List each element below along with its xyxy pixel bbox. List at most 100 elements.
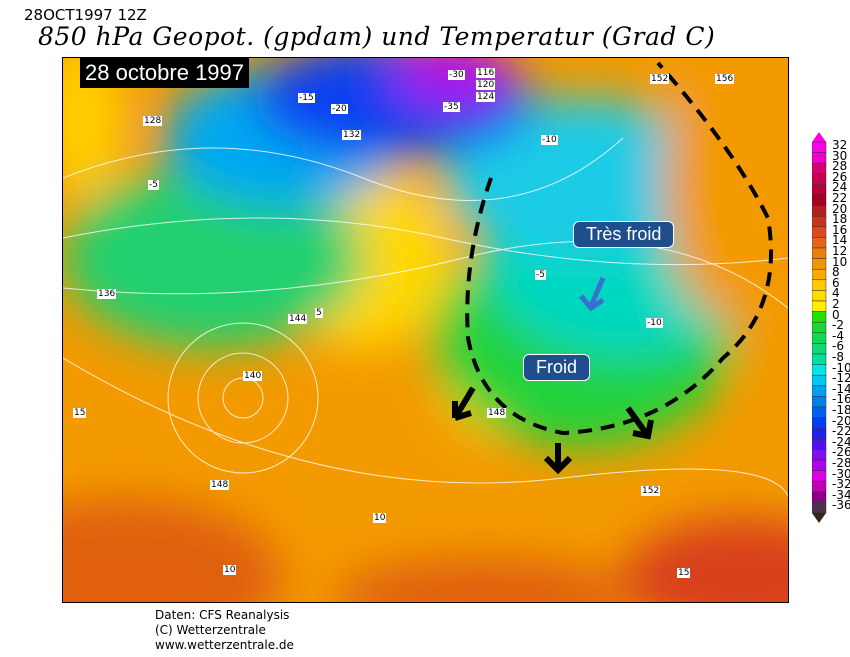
run-time: 28OCT1997 12Z <box>24 6 147 24</box>
contour-label: -5 <box>148 180 159 190</box>
arrow-blue-icon <box>579 277 606 312</box>
legend-swatch <box>812 205 827 217</box>
contour-label: 152 <box>641 486 661 496</box>
legend-swatch <box>812 184 827 196</box>
contour-label: 140 <box>243 371 263 381</box>
legend-label: -2 <box>832 318 844 333</box>
data-source: Daten: CFS Reanalysis <box>155 608 290 622</box>
cold-front-line <box>465 61 773 436</box>
contour-label: -10 <box>646 318 663 328</box>
legend-label: -26 <box>832 445 850 460</box>
contour-label: 144 <box>288 314 308 324</box>
legend-swatch <box>812 311 827 323</box>
legend-swatch <box>812 502 827 514</box>
legend-label: 30 <box>832 148 848 163</box>
legend-swatch <box>812 237 827 249</box>
legend-swatch <box>812 427 827 440</box>
legend-label: 2 <box>832 297 840 311</box>
contour-label: 15 <box>73 408 87 418</box>
legend-label: -16 <box>832 392 850 407</box>
legend-swatch <box>812 279 827 291</box>
legend-top-arrow <box>812 132 826 142</box>
arrow-southwest-icon <box>452 386 476 421</box>
legend-label: 32 <box>832 138 848 152</box>
legend-swatch <box>812 459 827 471</box>
legend-label: 6 <box>832 275 840 290</box>
legend-label: -4 <box>832 328 844 343</box>
legend-label: 4 <box>832 286 840 301</box>
legend-label: 18 <box>832 212 848 227</box>
legend-label: -8 <box>832 350 844 364</box>
contour-label: -15 <box>298 93 315 103</box>
temperature-field <box>63 58 788 602</box>
contour-label: 148 <box>210 480 230 490</box>
contour-label: 120 <box>476 80 496 90</box>
date-label: 28 octobre 1997 <box>80 58 250 88</box>
legend-swatch <box>812 374 827 387</box>
annotation-froid: Froid <box>523 354 591 381</box>
contour-label: 148 <box>487 408 507 418</box>
legend-label: 10 <box>832 254 848 269</box>
arrows <box>452 386 654 475</box>
arrow-south-icon <box>543 443 573 475</box>
legend-swatch <box>812 300 827 312</box>
legend-label: -22 <box>832 424 850 439</box>
legend-label: 28 <box>832 159 848 174</box>
legend-label: 24 <box>832 180 848 195</box>
legend-label: -14 <box>832 381 850 396</box>
legend-swatch <box>812 268 827 281</box>
contour-label: 152 <box>650 74 670 84</box>
legend-label: 16 <box>832 222 848 237</box>
legend-swatch <box>812 173 827 185</box>
legend-label: 12 <box>832 244 848 258</box>
contour-label: -20 <box>331 104 348 114</box>
contour-label: 15 <box>677 568 691 578</box>
legend-label: 22 <box>832 191 848 205</box>
legend-swatch <box>812 321 827 334</box>
contour-label: -30 <box>448 70 465 80</box>
legend-label: -34 <box>832 487 850 502</box>
contour-label: 156 <box>715 74 735 84</box>
annotation-tres-froid: Très froid <box>573 221 675 248</box>
legend-swatch <box>812 162 827 175</box>
legend-label: 26 <box>832 169 848 184</box>
legend-label: -30 <box>832 466 850 481</box>
legend-swatch <box>812 449 827 461</box>
contour-label: 10 <box>373 513 387 523</box>
copyright: (C) Wetterzentrale <box>155 623 266 637</box>
contour-label: 5 <box>315 308 323 318</box>
legend-label: 0 <box>832 307 840 322</box>
contour-label: -5 <box>535 270 546 280</box>
legend-swatch <box>812 141 827 153</box>
legend-label: -6 <box>832 339 844 354</box>
weather-map: 28 octobre 1997 Très froid Froid -30 116… <box>62 57 789 603</box>
legend-swatch <box>812 480 827 493</box>
legend-swatch <box>812 353 827 365</box>
legend-swatch <box>812 332 827 344</box>
legend-swatch <box>812 396 827 408</box>
legend-swatch <box>812 406 827 418</box>
legend-label: 20 <box>832 201 848 216</box>
legend-label: 8 <box>832 265 840 280</box>
legend-swatch <box>812 258 827 270</box>
contour-label: 116 <box>476 68 496 78</box>
legend-swatch <box>812 470 827 482</box>
legend-label: 14 <box>832 233 848 248</box>
arrow-southeast-icon <box>625 406 654 440</box>
legend-swatch <box>812 215 827 228</box>
legend-label: -32 <box>832 477 850 492</box>
legend-swatch <box>812 491 827 503</box>
legend-swatch <box>812 364 827 376</box>
legend-swatch <box>812 290 827 302</box>
legend-colorbar <box>812 132 827 523</box>
contour-label: 136 <box>97 289 117 299</box>
map-title: 850 hPa Geopot. (gpdam) und Temperatur (… <box>38 22 716 51</box>
contour-label: 132 <box>342 130 362 140</box>
credits: Daten: CFS Reanalysis (C) Wetterzentrale… <box>155 608 294 653</box>
legend-label: -20 <box>832 413 850 428</box>
contour-label: 10 <box>223 565 237 575</box>
legend-label: -18 <box>832 403 850 417</box>
legend-label: -10 <box>832 360 850 375</box>
contour-label: 128 <box>143 116 163 126</box>
contour-label: 124 <box>476 92 496 102</box>
